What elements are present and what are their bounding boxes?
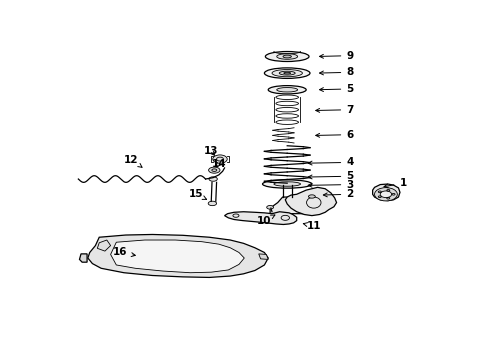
Text: 12: 12 <box>124 155 142 167</box>
Polygon shape <box>259 254 268 260</box>
Text: 15: 15 <box>189 189 207 199</box>
Ellipse shape <box>279 71 295 75</box>
Ellipse shape <box>380 191 392 198</box>
Polygon shape <box>224 212 297 225</box>
Ellipse shape <box>277 54 297 59</box>
Text: 5: 5 <box>319 84 353 94</box>
Text: 3: 3 <box>308 180 353 190</box>
Polygon shape <box>98 240 111 251</box>
Ellipse shape <box>272 69 302 77</box>
Ellipse shape <box>309 195 315 198</box>
Ellipse shape <box>374 188 397 201</box>
Text: 8: 8 <box>319 67 353 77</box>
Polygon shape <box>372 184 400 201</box>
Text: 9: 9 <box>319 51 353 61</box>
Text: 16: 16 <box>113 247 135 257</box>
Polygon shape <box>88 234 268 278</box>
Polygon shape <box>79 254 87 262</box>
Text: 5: 5 <box>308 171 353 181</box>
Ellipse shape <box>263 180 312 188</box>
Text: 4: 4 <box>308 157 354 167</box>
Polygon shape <box>285 187 337 216</box>
Ellipse shape <box>277 87 297 92</box>
Ellipse shape <box>209 177 218 181</box>
Polygon shape <box>111 240 245 273</box>
Ellipse shape <box>274 182 300 186</box>
Ellipse shape <box>213 155 227 163</box>
Ellipse shape <box>283 55 292 58</box>
Ellipse shape <box>267 206 273 209</box>
Text: 1: 1 <box>384 178 407 188</box>
Text: 13: 13 <box>204 146 219 156</box>
Text: 2: 2 <box>323 189 353 199</box>
Text: 6: 6 <box>316 130 353 140</box>
Ellipse shape <box>209 167 220 173</box>
Polygon shape <box>270 197 304 214</box>
Text: 14: 14 <box>212 159 226 169</box>
Ellipse shape <box>265 68 310 78</box>
Ellipse shape <box>208 201 217 206</box>
Text: 10: 10 <box>257 215 275 226</box>
Ellipse shape <box>266 51 309 62</box>
Text: 7: 7 <box>316 105 354 115</box>
Ellipse shape <box>268 86 306 94</box>
Ellipse shape <box>284 72 291 74</box>
Text: 11: 11 <box>303 221 321 231</box>
